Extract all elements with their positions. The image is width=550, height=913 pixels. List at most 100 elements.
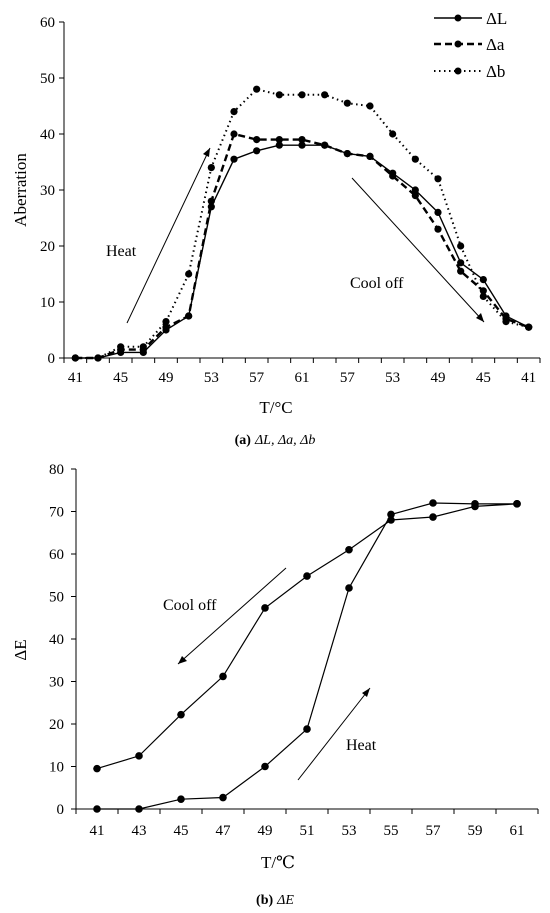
chart-a-x-tick-label: 61 <box>295 370 310 386</box>
chart-b-y-tick-label: 0 <box>57 802 65 818</box>
chart-a-y-tick-label: 20 <box>40 239 55 255</box>
chart-b-x-axis-label: T/℃ <box>261 853 295 872</box>
data-point-0 <box>434 208 442 216</box>
heat-arrow-a <box>126 147 211 324</box>
data-point-1 <box>219 672 227 681</box>
data-point-2 <box>275 91 283 99</box>
data-point-2 <box>162 318 170 326</box>
data-point-1 <box>207 197 215 205</box>
chart-a: 0 10 20 30 40 50 60 41 45 49 53 57 61 57 53 49 45 41 Abe… <box>11 9 541 448</box>
data-point-1 <box>177 710 185 719</box>
chart-b-x-tick-label: 61 <box>510 823 525 839</box>
data-point-2 <box>253 85 261 93</box>
data-point-1 <box>366 152 374 160</box>
cool-arrowhead-b <box>178 656 187 664</box>
data-point-2 <box>502 318 510 326</box>
data-point-0 <box>135 805 143 813</box>
data-point-2 <box>117 343 125 351</box>
heat-arrow-b <box>297 687 371 781</box>
data-point-0 <box>93 805 101 813</box>
chart-b-x-tick-label: 59 <box>468 823 483 839</box>
data-point-2 <box>298 91 306 99</box>
data-point-1 <box>429 513 437 521</box>
chart-a-x-tick-label: 53 <box>385 370 400 386</box>
chart-a-y-tick-label: 10 <box>40 295 55 311</box>
data-point-1 <box>321 141 329 149</box>
data-point-1 <box>479 287 487 295</box>
data-point-1 <box>185 312 193 320</box>
data-point-0 <box>253 147 261 155</box>
data-point-2 <box>389 130 397 138</box>
svg-text:Δb: Δb <box>486 62 505 81</box>
series-line-0 <box>97 502 517 810</box>
data-point-2 <box>71 354 79 362</box>
heat-annotation-a: Heat <box>106 243 137 260</box>
data-point-1 <box>261 604 269 612</box>
heat-arrowhead-a <box>203 148 210 157</box>
data-point-0 <box>275 141 283 149</box>
series-line-1 <box>75 132 530 360</box>
legend-item-db: Δb <box>434 62 505 81</box>
data-point-0 <box>387 510 395 519</box>
chart-a-y-tick-label: 30 <box>40 183 55 199</box>
data-point-2 <box>321 91 329 99</box>
chart-a-y-tick-label: 40 <box>40 127 55 143</box>
chart-a-x-tick-label: 45 <box>113 370 128 386</box>
data-point-2 <box>94 354 102 362</box>
data-point-2 <box>343 99 351 107</box>
chart-a-x-tick-label: 57 <box>340 370 356 386</box>
chart-b-y-tick-label: 60 <box>49 547 64 563</box>
data-point-2 <box>185 270 193 278</box>
data-point-0 <box>230 155 238 163</box>
cool-arrow-b <box>177 567 287 665</box>
data-point-2 <box>457 242 465 250</box>
data-point-0 <box>298 141 306 149</box>
chart-a-x-tick-label: 45 <box>476 370 491 386</box>
series-line-0 <box>75 144 530 359</box>
cool-annotation-a: Cool off <box>350 275 404 292</box>
cool-annotation-b: Cool off <box>163 597 217 614</box>
chart-a-x-tick-label: 41 <box>68 370 83 386</box>
data-point-1 <box>298 136 306 144</box>
cool-arrow-a <box>351 177 485 323</box>
data-point-1 <box>345 545 353 554</box>
data-point-0 <box>177 795 185 804</box>
data-point-1 <box>471 502 479 511</box>
chart-b-y-tick-label: 50 <box>49 590 64 606</box>
data-point-0 <box>457 259 465 267</box>
cool-arrowhead-a <box>476 313 484 322</box>
data-point-0 <box>429 499 437 507</box>
chart-a-y-tick-label: 0 <box>48 351 56 367</box>
data-point-1 <box>275 136 283 144</box>
chart-a-x-axis-label: T/°C <box>259 398 292 417</box>
data-point-2 <box>479 292 487 300</box>
data-point-2 <box>411 155 419 163</box>
chart-b-x-tick-label: 53 <box>342 823 357 839</box>
chart-b-x-tick-label: 57 <box>426 823 442 839</box>
chart-b-x-tick-label: 45 <box>174 823 189 839</box>
data-point-1 <box>253 136 261 144</box>
legend-item-da: Δa <box>434 35 505 54</box>
legend: ΔL Δa Δb <box>434 9 507 81</box>
data-point-1 <box>389 172 397 180</box>
data-point-1 <box>135 752 143 760</box>
data-point-2 <box>207 164 215 172</box>
data-point-1 <box>457 267 465 275</box>
chart-b-x-tick-label: 47 <box>216 823 232 839</box>
data-point-1 <box>162 323 170 331</box>
data-point-1 <box>93 764 101 773</box>
data-point-2 <box>525 323 533 331</box>
data-point-2 <box>230 108 238 116</box>
heat-arrowhead-b <box>362 688 370 697</box>
data-point-0 <box>479 276 487 284</box>
chart-a-x-tick-label: 49 <box>431 370 446 386</box>
chart-b-x-tick-label: 49 <box>258 823 273 839</box>
data-point-1 <box>513 500 521 508</box>
caption-a: (a) ΔL, Δa, Δb <box>235 433 316 448</box>
data-point-2 <box>366 102 374 110</box>
chart-b-y-tick-label: 40 <box>49 632 64 648</box>
svg-text:Δa: Δa <box>486 35 505 54</box>
chart-b-x-tick-label: 41 <box>90 823 105 839</box>
chart-a-x-tick-label: 53 <box>204 370 219 386</box>
series-line-2 <box>75 88 529 359</box>
